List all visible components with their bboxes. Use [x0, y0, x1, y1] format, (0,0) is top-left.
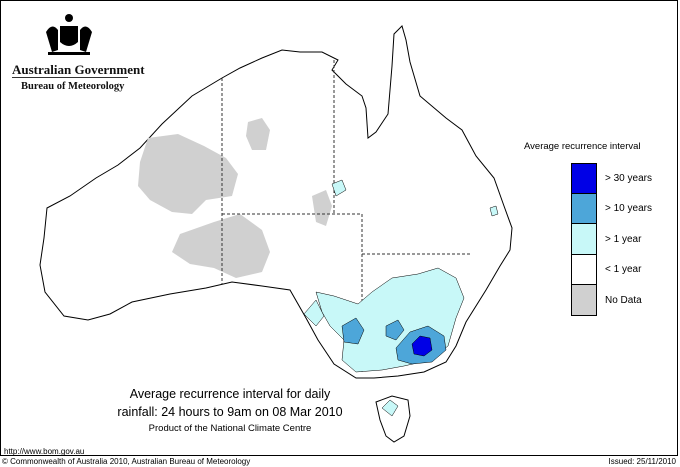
map-frame — [0, 0, 678, 456]
ari-gt1-coast-qld — [489, 205, 499, 217]
bureau-title: Bureau of Meteorology — [21, 81, 125, 92]
legend-label: < 1 year — [605, 264, 642, 276]
no-data-region-pilbara — [246, 118, 270, 150]
tasmania-outline — [375, 395, 411, 443]
legend-label: > 10 years — [605, 203, 652, 215]
legend-label: No Data — [605, 294, 642, 306]
header-divider — [12, 77, 128, 78]
coat-of-arms-icon — [46, 14, 92, 55]
ari-gt10-west — [341, 317, 365, 345]
legend-swatch — [571, 224, 597, 255]
legend-swatch — [571, 163, 597, 194]
legend-swatch — [571, 193, 597, 224]
legend-swatch — [571, 254, 597, 285]
no-data-region-south — [172, 214, 270, 278]
no-data-region-north — [138, 134, 238, 214]
legend-swatch — [571, 285, 597, 316]
legend-item-gt30: > 30 years — [571, 163, 652, 194]
legend-item-no-data: No Data — [571, 285, 652, 316]
legend-label: > 1 year — [605, 233, 642, 245]
no-data-region-central — [312, 190, 332, 226]
map-title-line-1: Average recurrence interval for daily — [129, 387, 331, 401]
ari-gt30-core — [411, 335, 433, 357]
legend-item-gt1: > 1 year — [571, 224, 652, 255]
ari-gt1-tasmania — [381, 399, 399, 417]
legend: > 30 years > 10 years > 1 year < 1 year … — [571, 163, 652, 316]
legend-title: Average recurrence interval — [524, 141, 641, 152]
ari-gt1-inland-qld — [331, 179, 347, 197]
website-link[interactable]: http://www.bom.gov.au — [4, 447, 85, 456]
ari-gt1-gulf — [303, 299, 325, 327]
map-title-line-2: rainfall: 24 hours to 9am on 08 Mar 2010 — [117, 405, 343, 419]
issued-date: Issued: 25/11/2010 — [608, 457, 676, 466]
legend-item-gt10: > 10 years — [571, 193, 652, 224]
copyright-notice: © Commonwealth of Australia 2010, Austra… — [2, 457, 251, 466]
legend-label: > 30 years — [605, 172, 652, 184]
product-credit: Product of the National Climate Centre — [148, 423, 312, 434]
legend-item-lt1: < 1 year — [571, 254, 652, 285]
ari-gt10-north — [385, 319, 405, 341]
government-title: Australian Government — [12, 62, 145, 77]
